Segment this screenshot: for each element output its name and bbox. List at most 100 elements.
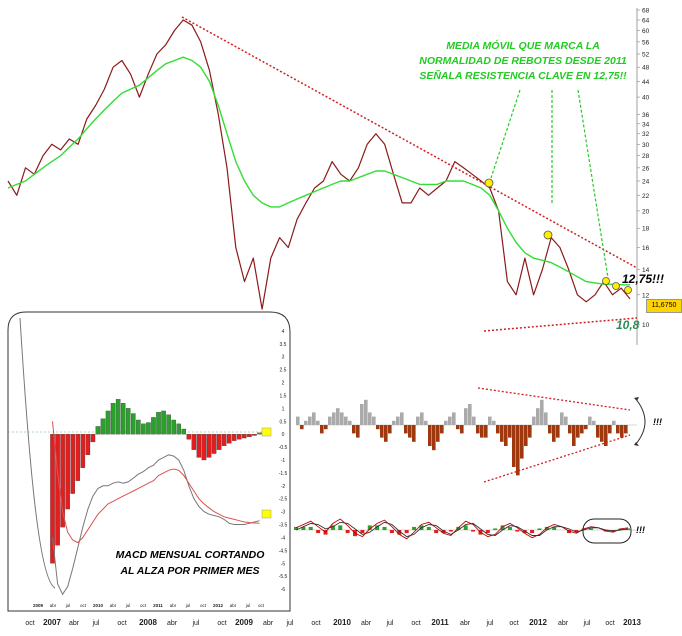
oscillator-bar <box>338 525 343 530</box>
histogram-bar <box>328 416 332 425</box>
histogram-bar <box>400 412 404 425</box>
time-axis-label: oct <box>25 620 34 627</box>
price-y-tick-label: 22 <box>642 193 650 200</box>
time-axis-label: abr <box>460 620 471 627</box>
histogram-bar <box>624 425 628 434</box>
macd-histogram-bar <box>50 434 55 564</box>
macd-histogram-bar <box>75 434 81 481</box>
histogram-bar <box>552 425 556 442</box>
macd-lines <box>19 317 260 596</box>
macd-y-tick-label: 1 <box>282 406 285 412</box>
macd-histogram <box>50 399 262 564</box>
macd-y-tick-label: 4 <box>282 329 285 335</box>
histogram-bar <box>352 425 356 434</box>
time-axis: oct 2007 abr jul oct 2008 abr jul oct 2009 abr jul o… <box>25 618 641 627</box>
price-y-tick-label: 60 <box>642 28 650 35</box>
price-y-tick-label: 36 <box>642 112 650 119</box>
price-y-tick-label: 40 <box>642 95 650 102</box>
histogram-bar <box>588 416 592 425</box>
macd-histogram-bar <box>95 426 101 435</box>
oscillator-bar <box>552 526 557 530</box>
histogram-bar <box>344 416 348 425</box>
oscillator-line-fast <box>295 518 629 540</box>
histogram-bar <box>424 420 428 425</box>
time-axis-label: 2013 <box>623 618 641 627</box>
macd-histogram-bar <box>70 434 75 494</box>
price-y-tick-label: 18 <box>642 226 650 233</box>
price-y-tick-label: 20 <box>642 208 650 215</box>
price-y-tick-label: 26 <box>642 165 650 172</box>
macd-y-tick-label: 0.5 <box>280 419 287 425</box>
histogram-bar <box>532 416 536 425</box>
moving-average-line <box>7 56 630 286</box>
macd-histogram-bar <box>136 419 141 435</box>
macd-histogram-bar <box>242 434 247 439</box>
histogram-bar <box>516 425 520 476</box>
macd-histogram-bar <box>196 434 202 458</box>
histogram-bar <box>476 425 480 434</box>
histogram-bar <box>620 425 624 438</box>
oscillator-bar <box>397 530 402 535</box>
histogram-bar <box>504 425 508 446</box>
price-y-tick-label: 34 <box>642 121 650 128</box>
histogram-bar <box>360 404 364 425</box>
macd-markers <box>261 427 272 519</box>
histogram-bar <box>300 425 304 430</box>
histogram-bar <box>540 399 544 425</box>
oscillator-bar <box>574 530 579 532</box>
oscillator-bar <box>537 528 542 530</box>
macd-histogram-bar <box>186 434 192 440</box>
last-price-label: 11,6750 <box>646 299 682 313</box>
oscillator-bar <box>301 526 306 530</box>
macd-histogram-bar <box>110 403 116 435</box>
time-axis-label: jul <box>191 620 199 627</box>
histogram-bar <box>364 399 368 425</box>
macd-y-tick-label: -5.5 <box>279 574 288 580</box>
histogram-bar <box>468 404 472 425</box>
time-axis-label: abr <box>263 620 274 627</box>
macd-histogram-bar <box>80 434 86 468</box>
oscillator-bar <box>515 530 520 532</box>
price-y-tick-label: 28 <box>642 153 650 160</box>
macd-histogram-bar <box>65 434 70 510</box>
histogram-bar <box>320 425 324 434</box>
histogram-bar <box>524 425 528 446</box>
oscillator-bar <box>382 526 387 530</box>
macd-line-lead <box>19 317 56 589</box>
time-axis-label: 2011 <box>431 618 449 627</box>
time-axis-label: abr <box>167 620 178 627</box>
macd-histogram-bar <box>100 418 106 435</box>
histogram-bar <box>604 425 608 446</box>
macd-y-tick-label: -0.5 <box>279 445 288 451</box>
histogram-bar <box>388 425 392 434</box>
macd-x-tick-label: jul <box>185 603 191 608</box>
oscillator-lines <box>294 518 630 540</box>
macd-histogram-bar <box>237 434 242 440</box>
macd-x-tick-label: 2011 <box>153 603 163 608</box>
oscillator-bar <box>463 525 468 530</box>
oscillator-panel <box>294 518 637 544</box>
volume-histogram <box>296 399 628 476</box>
histogram-bar <box>612 420 616 425</box>
histogram-bar <box>536 408 540 425</box>
oscillator-bar <box>345 530 350 534</box>
time-axis-label: 2012 <box>529 618 547 627</box>
histogram-bar <box>432 425 436 451</box>
oscillator-note: !!! <box>636 525 645 535</box>
histogram-bar <box>384 425 388 442</box>
price-y-tick-label: 44 <box>642 79 650 86</box>
histogram-bar <box>316 420 320 425</box>
time-axis-label: jul <box>582 620 590 627</box>
price-y-tick-label: 68 <box>642 8 650 15</box>
histogram-bar <box>520 425 524 459</box>
macd-y-tick-label: 2 <box>282 381 285 387</box>
histogram-bar <box>356 425 360 438</box>
macd-y-tick-label: -2 <box>281 484 286 490</box>
macd-histogram-bar <box>85 434 91 455</box>
macd-x-tick-label: jul <box>245 603 251 608</box>
price-panel: 10 12 14 16 18 20 22 24 26 28 30 32 34 36 40 44 48 52 56 60… <box>7 8 650 345</box>
macd-histogram-bar <box>90 434 96 443</box>
histogram-bar <box>304 420 308 425</box>
histogram-bar <box>412 425 416 442</box>
histogram-bar <box>348 420 352 425</box>
